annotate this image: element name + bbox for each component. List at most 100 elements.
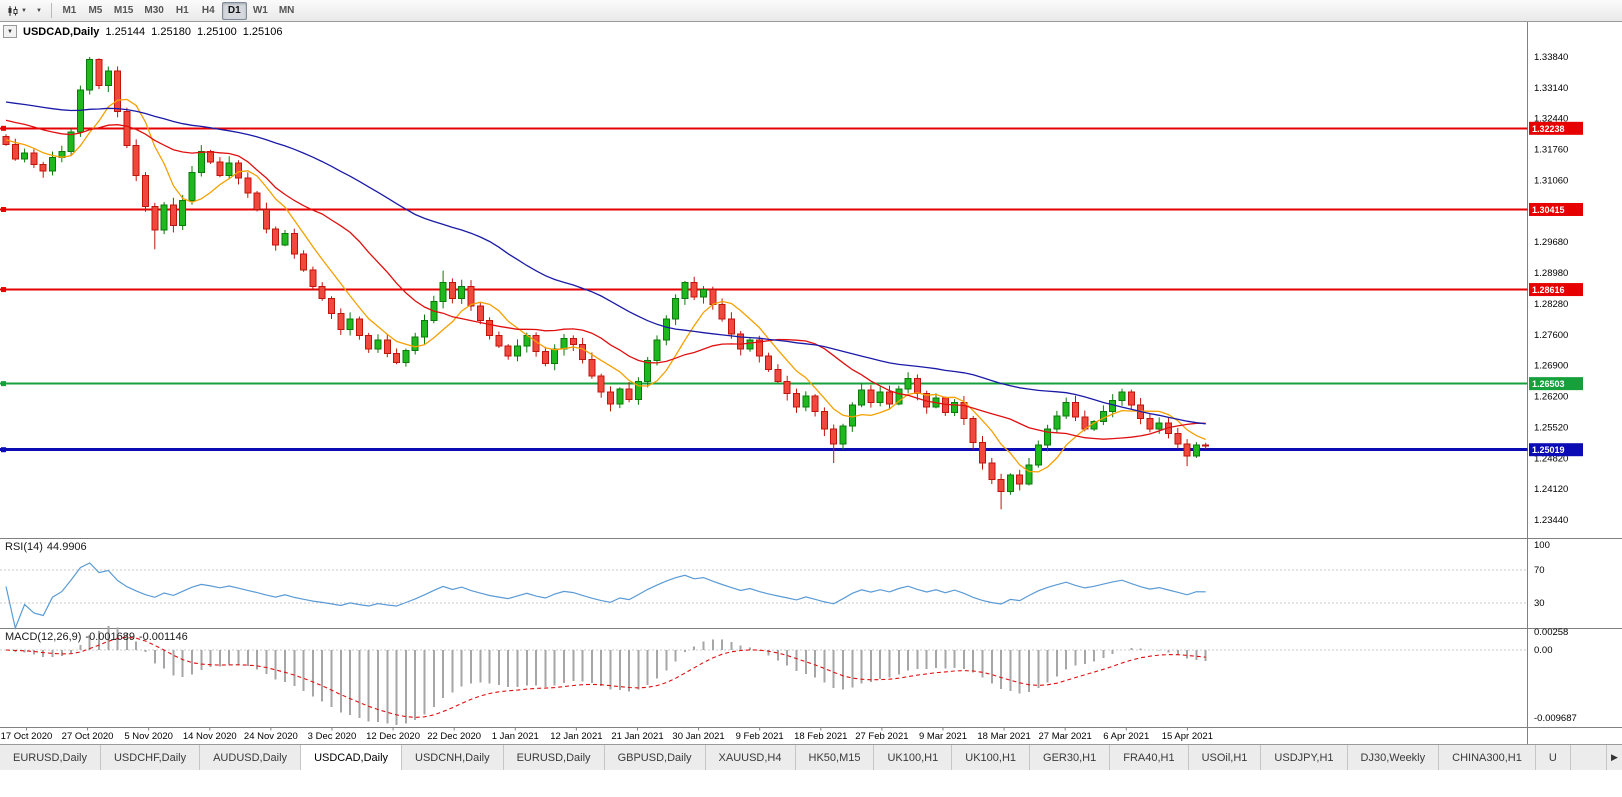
macd-histogram bbox=[14, 625, 1207, 726]
chart-tab[interactable]: CHINA300,H1 bbox=[1439, 745, 1536, 770]
timeframe-d1-button[interactable]: D1 bbox=[221, 1, 247, 20]
chart-tab[interactable]: GBPUSD,Daily bbox=[604, 745, 706, 770]
price-chart[interactable]: 1.338401.331401.324401.317601.310601.303… bbox=[0, 22, 1622, 744]
svg-text:30 Jan 2021: 30 Jan 2021 bbox=[672, 731, 724, 742]
price-tags: 1.32238 1.30415 1.28616 1.26503 1.25019 bbox=[1529, 121, 1583, 457]
toolbar-separator bbox=[50, 3, 52, 18]
svg-text:1.31760: 1.31760 bbox=[1534, 145, 1568, 156]
timeframe-h1-button[interactable]: H1 bbox=[170, 2, 195, 20]
chart-tab[interactable]: AUDUSD,Daily bbox=[200, 745, 302, 770]
chart-tab[interactable]: USDCNH,Daily bbox=[402, 745, 504, 770]
chart-tab[interactable]: UK100,H1 bbox=[952, 745, 1031, 770]
hline-1.25019[interactable] bbox=[0, 447, 1528, 453]
timeframe-m5-button[interactable]: M5 bbox=[83, 2, 108, 20]
svg-text:3 Dec 2020: 3 Dec 2020 bbox=[308, 731, 357, 742]
quote-close: 1.25106 bbox=[242, 25, 283, 38]
ma-mid-line bbox=[5, 119, 1206, 440]
quote-low: 1.25100 bbox=[196, 25, 237, 38]
chart-tab[interactable]: EURUSD,Daily bbox=[0, 745, 101, 770]
triangle-down-icon: ▼ bbox=[7, 28, 13, 35]
macd-header: MACD(12,26,9) -0.001689 -0.001146 bbox=[5, 631, 188, 643]
rsi-value: 44.9906 bbox=[46, 541, 87, 553]
chevron-down-icon: ▼ bbox=[35, 7, 42, 14]
svg-text:6 Apr 2021: 6 Apr 2021 bbox=[1103, 731, 1149, 742]
svg-text:0.00: 0.00 bbox=[1534, 645, 1553, 656]
rsi-header: RSI(14) 44.9906 bbox=[5, 541, 87, 553]
svg-text:12 Dec 2020: 12 Dec 2020 bbox=[366, 731, 420, 742]
chart-tab[interactable]: GER30,H1 bbox=[1030, 745, 1111, 770]
svg-text:1.27600: 1.27600 bbox=[1534, 330, 1568, 341]
svg-text:100: 100 bbox=[1534, 540, 1550, 551]
timeframe-m30-button[interactable]: M30 bbox=[139, 2, 168, 20]
svg-text:70: 70 bbox=[1534, 565, 1545, 576]
timeframe-h4-button[interactable]: H4 bbox=[196, 2, 221, 20]
chart-tab[interactable]: XAUUSD,H4 bbox=[705, 745, 796, 770]
svg-text:1.26503: 1.26503 bbox=[1532, 379, 1565, 389]
macd-title: MACD(12,26,9) bbox=[5, 631, 82, 643]
svg-text:1.32440: 1.32440 bbox=[1534, 114, 1568, 125]
macd-signal-value: -0.001146 bbox=[138, 631, 188, 643]
chart-header: ▼ USDCAD,Daily 1.25144 1.25180 1.25100 1… bbox=[3, 25, 282, 38]
tab-scroll-right-button[interactable]: ▶ bbox=[1606, 745, 1622, 770]
svg-text:1.26200: 1.26200 bbox=[1534, 392, 1568, 403]
svg-text:30: 30 bbox=[1534, 598, 1545, 609]
svg-text:14 Nov 2020: 14 Nov 2020 bbox=[183, 731, 237, 742]
hline-1.26503[interactable] bbox=[0, 381, 1528, 387]
svg-text:1.25019: 1.25019 bbox=[1532, 445, 1565, 455]
chart-tab[interactable]: UK100,H1 bbox=[874, 745, 953, 770]
svg-text:1.24820: 1.24820 bbox=[1534, 453, 1568, 464]
chart-symbol-period: USDCAD,Daily bbox=[23, 25, 100, 38]
quote-high: 1.25180 bbox=[151, 25, 191, 38]
chart-tab[interactable]: U bbox=[1535, 745, 1571, 770]
chart-tab[interactable]: USDCHF,Daily bbox=[100, 745, 201, 770]
chart-tab[interactable]: DJ30,Weekly bbox=[1347, 745, 1440, 770]
svg-text:1.33140: 1.33140 bbox=[1534, 83, 1568, 94]
chart-tab[interactable]: HK50,M15 bbox=[795, 745, 875, 770]
chart-tab[interactable]: EURUSD,Daily bbox=[503, 745, 605, 770]
chart-tab[interactable]: USDJPY,H1 bbox=[1261, 745, 1348, 770]
timeframe-buttons: M1 M5 M15 M30 H1 H4 D1 W1 MN bbox=[57, 1, 300, 20]
svg-text:5 Nov 2020: 5 Nov 2020 bbox=[124, 731, 173, 742]
hline-1.32238[interactable] bbox=[0, 125, 1528, 131]
svg-text:21 Jan 2021: 21 Jan 2021 bbox=[611, 731, 663, 742]
svg-text:9 Mar 2021: 9 Mar 2021 bbox=[919, 731, 967, 742]
price-axis-labels: 1.338401.331401.324401.317601.310601.303… bbox=[1534, 52, 1568, 526]
rsi-panel: 100 70 30 bbox=[0, 540, 1550, 631]
chart-area[interactable]: 1.338401.331401.324401.317601.310601.303… bbox=[0, 22, 1622, 744]
hline-1.30415[interactable] bbox=[0, 206, 1528, 212]
svg-text:9 Feb 2021: 9 Feb 2021 bbox=[736, 731, 784, 742]
chart-tab[interactable]: USDCAD,Daily bbox=[301, 745, 403, 770]
date-axis: 17 Oct 2020 27 Oct 2020 5 Nov 2020 14 Nov 2… bbox=[1, 727, 1213, 742]
chart-tab[interactable]: USOil,H1 bbox=[1188, 745, 1262, 770]
svg-text:1.32238: 1.32238 bbox=[1532, 124, 1565, 134]
chart-tab[interactable]: FRA40,H1 bbox=[1110, 745, 1189, 770]
timeframe-m1-button[interactable]: M1 bbox=[57, 2, 82, 20]
svg-text:27 Oct 2020: 27 Oct 2020 bbox=[62, 731, 114, 742]
svg-text:1.23440: 1.23440 bbox=[1534, 515, 1568, 526]
svg-text:1.24120: 1.24120 bbox=[1534, 484, 1568, 495]
collapse-indicator-button[interactable]: ▼ bbox=[3, 25, 17, 38]
arrow-right-icon: ▶ bbox=[1611, 752, 1618, 762]
quote-open: 1.25144 bbox=[105, 25, 146, 38]
svg-text:0.00258: 0.00258 bbox=[1534, 627, 1568, 638]
svg-text:1.33840: 1.33840 bbox=[1534, 52, 1568, 63]
chart-type-button[interactable]: ▼ bbox=[3, 2, 31, 20]
svg-text:27 Mar 2021: 27 Mar 2021 bbox=[1039, 731, 1092, 742]
svg-text:1.30415: 1.30415 bbox=[1532, 205, 1565, 215]
svg-text:1.28980: 1.28980 bbox=[1534, 268, 1568, 279]
chart-options-button[interactable]: ▼ bbox=[32, 2, 46, 20]
hline-1.28616[interactable] bbox=[0, 287, 1528, 293]
timeframe-mn-button[interactable]: MN bbox=[274, 2, 300, 20]
svg-text:18 Mar 2021: 18 Mar 2021 bbox=[977, 731, 1030, 742]
chart-tabs-bar: EURUSD,Daily USDCHF,Daily AUDUSD,Daily USDC… bbox=[0, 744, 1622, 770]
timeframe-w1-button[interactable]: W1 bbox=[248, 2, 273, 20]
candles bbox=[2, 57, 1210, 510]
timeframe-m15-button[interactable]: M15 bbox=[109, 2, 138, 20]
timeframe-toolbar: ▼ ▼ M1 M5 M15 M30 H1 H4 D1 W1 MN bbox=[0, 0, 1622, 22]
svg-text:1 Jan 2021: 1 Jan 2021 bbox=[492, 731, 539, 742]
ma-fast-line bbox=[5, 98, 1206, 473]
svg-text:24 Nov 2020: 24 Nov 2020 bbox=[244, 731, 298, 742]
svg-text:-0.009687: -0.009687 bbox=[1534, 713, 1577, 724]
svg-text:1.28280: 1.28280 bbox=[1534, 299, 1568, 310]
